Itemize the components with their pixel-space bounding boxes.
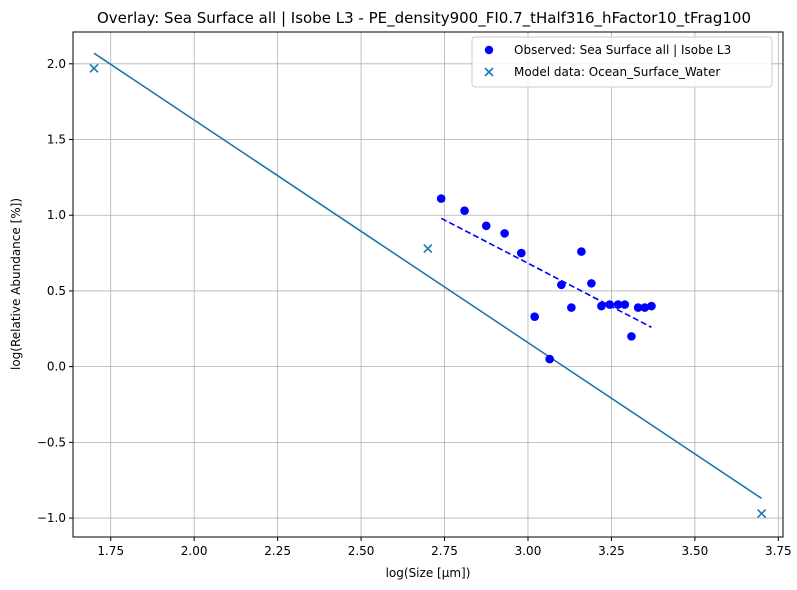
observed-point: [567, 303, 576, 312]
x-axis-label: log(Size [μm]): [386, 566, 471, 580]
legend-model-marker: [484, 67, 494, 77]
legend: Observed: Sea Surface all | Isobe L3 Mod…: [471, 36, 773, 88]
model-point: [423, 243, 433, 254]
y-axis-ticks: −1.0 −0.5 0.0 0.5 1.0 1.5 2.0: [37, 57, 73, 525]
y-tick-label: 0.0: [47, 360, 66, 374]
plot-lines: [93, 52, 763, 500]
observed-point: [436, 194, 446, 203]
chart-title: Overlay: Sea Surface all | Isobe L3 - PE…: [97, 9, 751, 28]
x-axis-ticks: 1.75 2.00 2.25 2.50 2.75 3.00 3.25 3.50 3.75: [97, 537, 792, 558]
x-tick-label: 2.25: [264, 544, 291, 558]
observed-point: [587, 279, 596, 288]
x-tick-label: 2.00: [181, 544, 208, 558]
observed-point: [627, 332, 636, 341]
observed-point: [545, 354, 554, 364]
observed-point: [613, 300, 623, 309]
y-tick-label: 1.0: [47, 208, 66, 222]
y-tick-label: −1.0: [37, 511, 66, 525]
observed-point: [647, 301, 656, 311]
observed-point: [516, 248, 526, 258]
observed-point: [557, 280, 566, 290]
observed-point: [500, 229, 509, 238]
x-tick-label: 1.75: [97, 544, 124, 558]
y-tick-label: 2.0: [47, 57, 66, 71]
observed-point: [605, 300, 615, 309]
observed-point: [577, 247, 586, 256]
observed-point: [481, 221, 491, 231]
observed-point: [530, 312, 539, 321]
x-tick-label: 3.25: [598, 544, 625, 558]
x-tick-label: 2.50: [348, 544, 375, 558]
observed-point: [640, 303, 650, 312]
plot-markers: [89, 63, 767, 519]
x-tick-label: 3.75: [765, 544, 792, 558]
plot-frame: [72, 31, 784, 538]
x-tick-label: 2.75: [431, 544, 458, 558]
observed-fit-line: [440, 217, 652, 329]
observed-point: [597, 301, 606, 311]
legend-box: [471, 36, 773, 88]
model-point: [757, 508, 767, 519]
legend-model-label: Model data: Ocean_Surface_Water: [514, 65, 720, 79]
x-tick-label: 3.00: [515, 544, 542, 558]
y-tick-label: 0.5: [47, 284, 66, 298]
x-tick-label: 3.50: [682, 544, 709, 558]
legend-observed-marker: [484, 45, 494, 55]
y-tick-label: 1.5: [47, 133, 66, 147]
legend-observed-label: Observed: Sea Surface all | Isobe L3: [514, 43, 731, 57]
y-axis-label: log(Relative Abundance [%]): [9, 198, 23, 370]
observed-point: [460, 206, 469, 215]
grid-lines: [73, 32, 783, 537]
model-point: [89, 63, 99, 73]
y-tick-label: −0.5: [37, 435, 66, 449]
observed-point: [620, 300, 630, 309]
model-fit-line: [93, 52, 763, 500]
observed-point: [633, 303, 643, 312]
